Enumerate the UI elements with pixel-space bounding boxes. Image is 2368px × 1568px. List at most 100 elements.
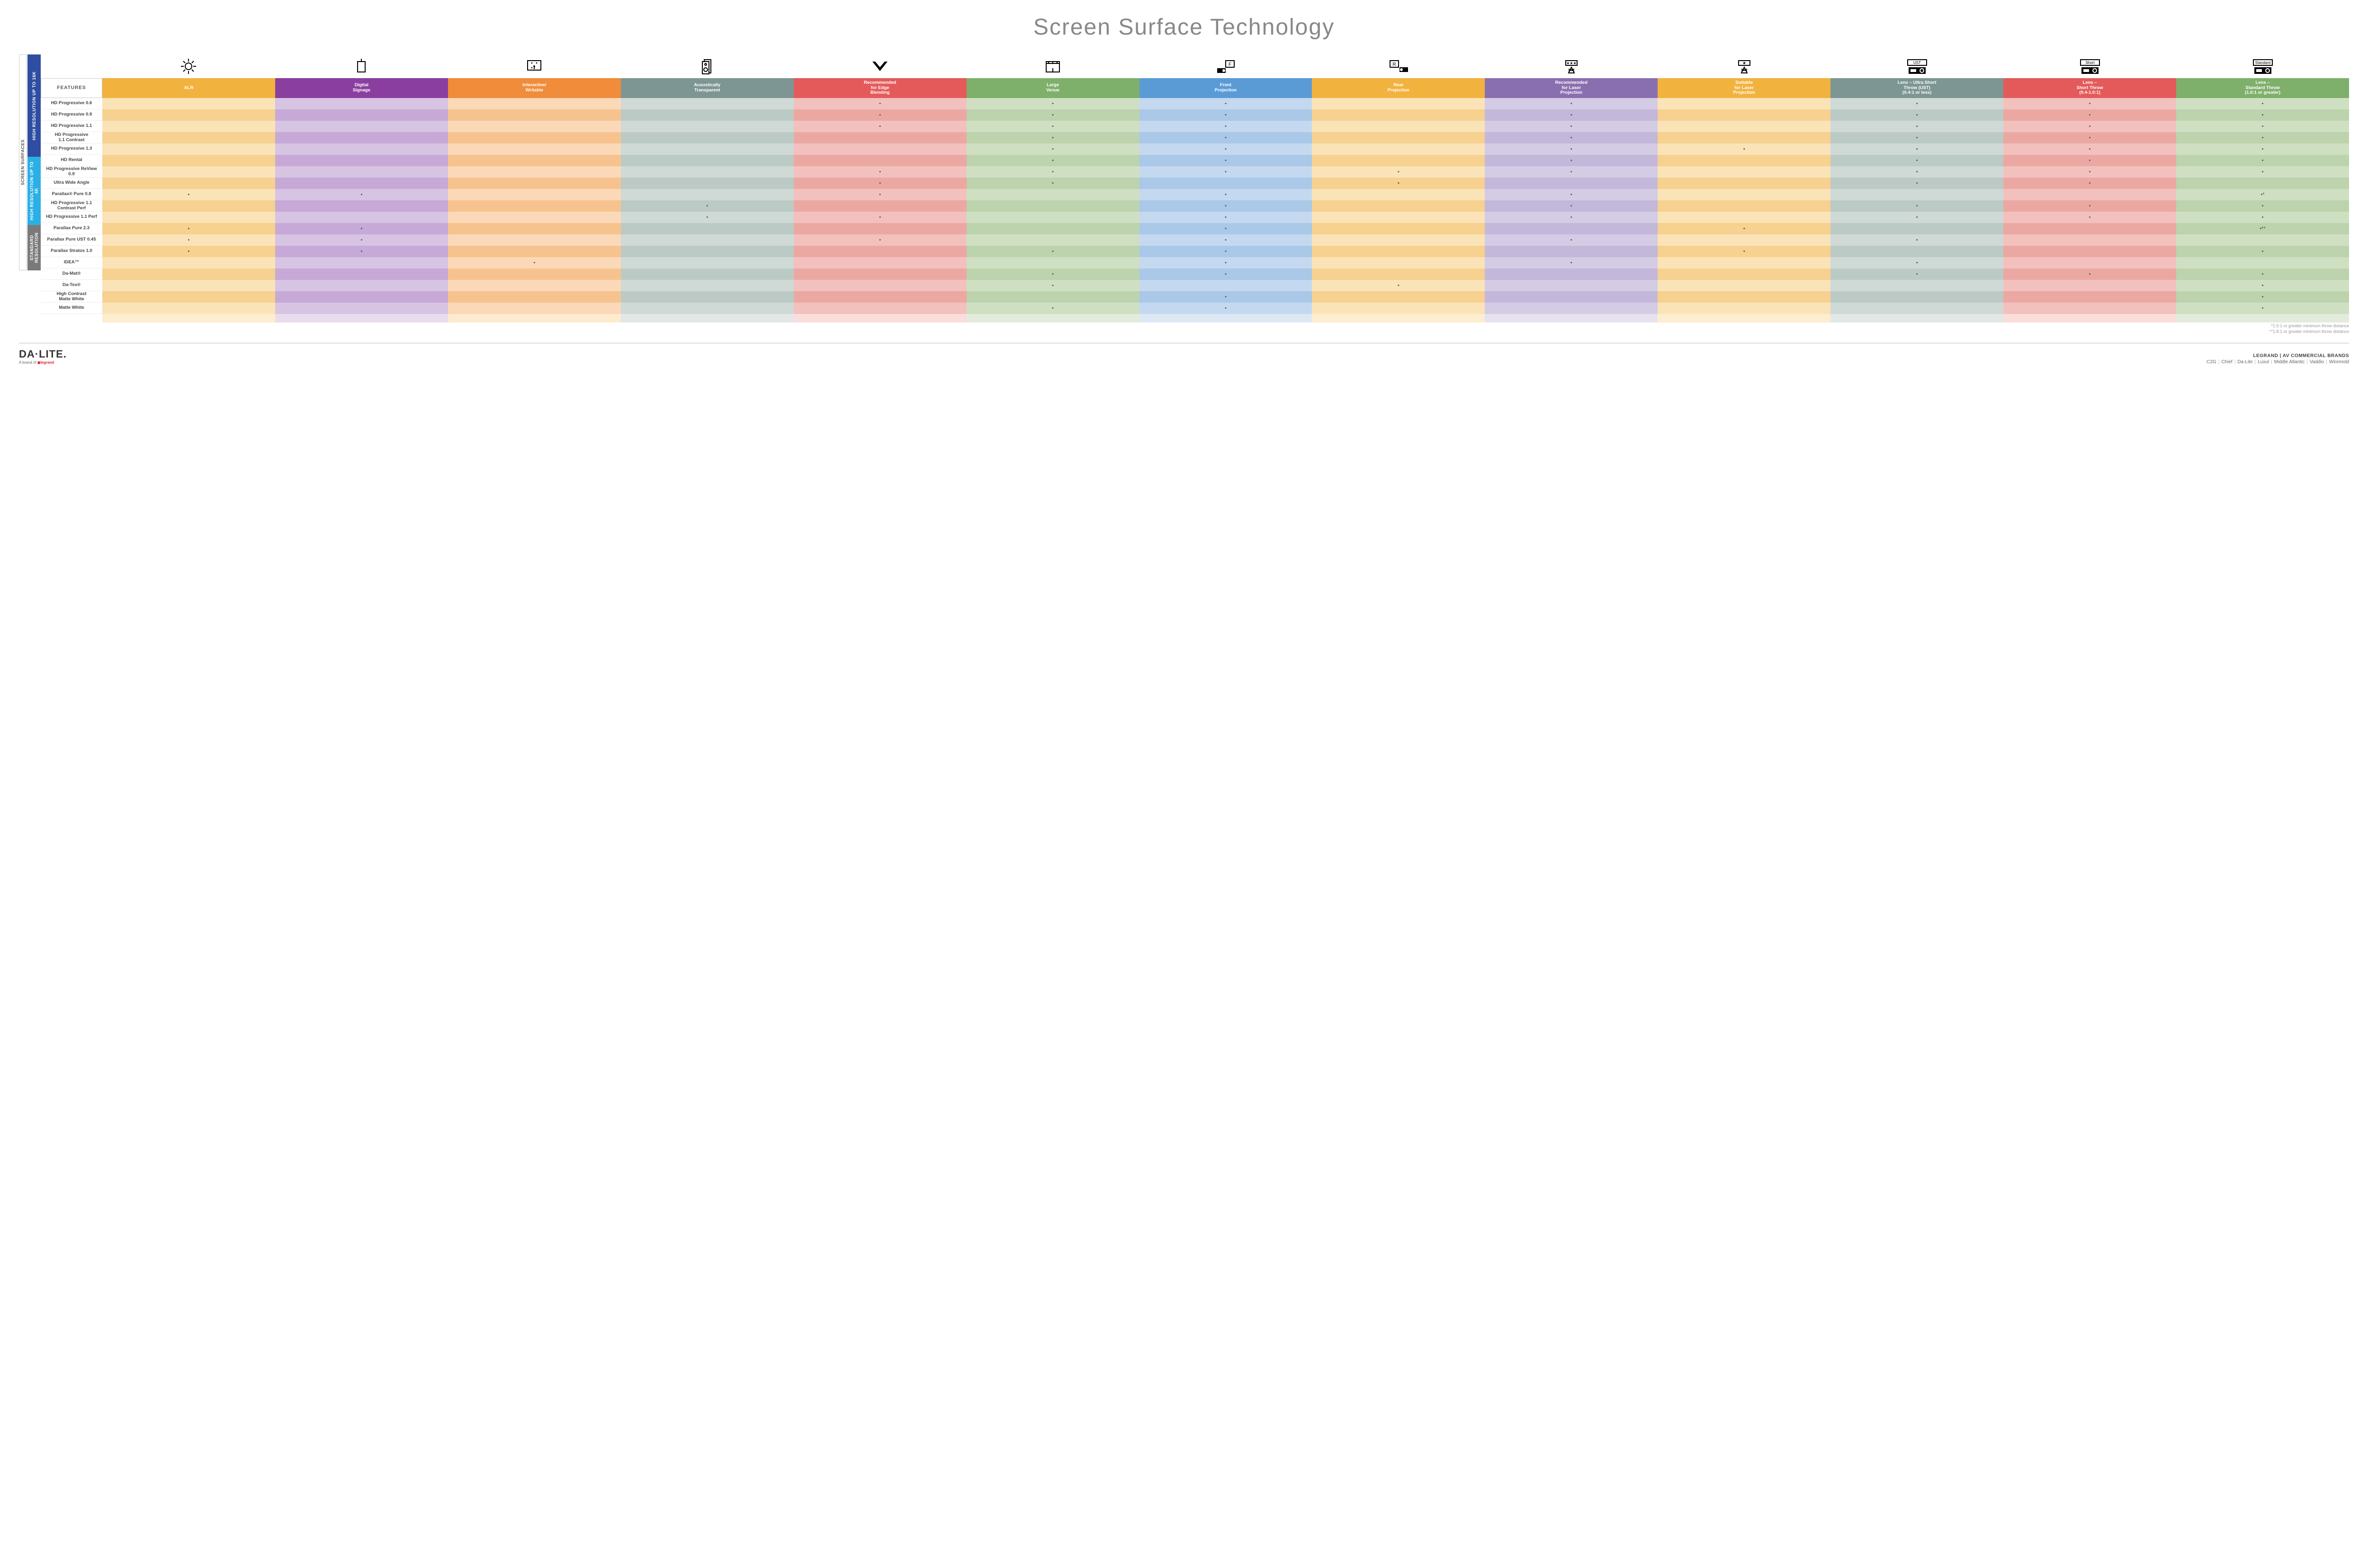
feature-cell (1312, 291, 1485, 303)
footer-cell (1485, 314, 1658, 323)
column-icon-front: F (1139, 54, 1312, 78)
feature-grid: FR★★★★USTShortStandardFEATURESALRDigital… (41, 54, 2349, 323)
feature-cell (621, 246, 794, 257)
brand-item: Vaddio (2310, 359, 2324, 365)
feature-cell (621, 269, 794, 280)
feature-cell: • (2176, 246, 2349, 257)
feature-cell (1658, 155, 1830, 166)
feature-cell (1485, 223, 1658, 234)
feature-cell: • (1830, 234, 2003, 246)
feature-cell: • (1485, 155, 1658, 166)
feature-cell (2176, 234, 2349, 246)
feature-cell: • (794, 178, 967, 189)
feature-cell (275, 155, 448, 166)
side-label-group: HIGH RESOLUTION UP TO 4K (27, 157, 41, 225)
feature-cell (102, 291, 275, 303)
feature-cell (1830, 223, 2003, 234)
column-icon-rear: R (1312, 54, 1485, 78)
footnote-1: *1.5:1 or greater minimum throw distance (19, 323, 2349, 329)
feature-cell: • (967, 143, 1139, 155)
feature-cell (1485, 291, 1658, 303)
feature-cell (448, 291, 621, 303)
column-header: Lens –Short Throw(0.4-1.0:1) (2003, 78, 2176, 98)
logo: DA·LITE. (19, 348, 67, 360)
brand-item: Middle Atlantic (2274, 359, 2305, 365)
brand-item: Da-Lite (2237, 359, 2252, 365)
feature-cell: • (2176, 200, 2349, 212)
feature-cell (1312, 121, 1485, 132)
brands-list: C2G|Chief|Da-Lite|Luxul|Middle Atlantic|… (2207, 359, 2349, 365)
feature-cell (1485, 269, 1658, 280)
feature-cell (448, 143, 621, 155)
chart: SCREEN SURFACESHIGH RESOLUTION UP TO 16K… (19, 54, 2349, 323)
feature-cell (1658, 98, 1830, 109)
feature-cell: • (794, 109, 967, 121)
feature-cell (967, 189, 1139, 200)
feature-cell (102, 166, 275, 178)
feature-cell (1139, 178, 1312, 189)
feature-cell (448, 212, 621, 223)
feature-cell: • (967, 269, 1139, 280)
feature-cell: • (794, 166, 967, 178)
feature-cell (1485, 178, 1658, 189)
footnotes: *1.5:1 or greater minimum throw distance… (19, 323, 2349, 334)
feature-cell: • (1139, 132, 1312, 143)
feature-cell (621, 189, 794, 200)
feature-cell: • (2003, 212, 2176, 223)
feature-cell: • (1139, 257, 1312, 269)
column-header: FrontProjection (1139, 78, 1312, 98)
row-label: HD Progressive ReView 0.9 (41, 166, 102, 178)
column-header: ALR (102, 78, 275, 98)
feature-cell: • (2003, 269, 2176, 280)
feature-cell (621, 280, 794, 291)
feature-cell (1312, 132, 1485, 143)
feature-cell: • (1830, 155, 2003, 166)
feature-cell (448, 189, 621, 200)
footnote-2: **1.8:1 or greater minimum throw distanc… (19, 329, 2349, 335)
feature-cell (1658, 121, 1830, 132)
brand-item: Chief (2221, 359, 2232, 365)
feature-cell (1312, 246, 1485, 257)
feature-cell (102, 132, 275, 143)
feature-cell: • (1830, 200, 2003, 212)
row-label: Parallax Pure UST 0.45 (41, 234, 102, 246)
feature-cell (275, 212, 448, 223)
feature-cell (448, 98, 621, 109)
feature-cell: • (1830, 178, 2003, 189)
feature-cell: • (1485, 132, 1658, 143)
feature-cell (275, 143, 448, 155)
column-header: RearProjection (1312, 78, 1485, 98)
feature-cell (794, 143, 967, 155)
feature-cell: • (1485, 257, 1658, 269)
feature-cell (102, 155, 275, 166)
feature-cell (794, 257, 967, 269)
feature-cell (967, 212, 1139, 223)
feature-cell (102, 109, 275, 121)
feature-cell (621, 132, 794, 143)
feature-cell: • (2176, 166, 2349, 178)
feature-cell: • (2003, 155, 2176, 166)
column-header: LargeVenue (967, 78, 1139, 98)
column-header: Interactive/Writable (448, 78, 621, 98)
column-icon-ust: UST (1830, 54, 2003, 78)
feature-cell: • (275, 246, 448, 257)
column-header: Recommendedfor LaserProjection (1485, 78, 1658, 98)
feature-cell: • (1485, 200, 1658, 212)
feature-cell: • (2003, 178, 2176, 189)
feature-cell: • (1312, 166, 1485, 178)
feature-cell: • (1139, 121, 1312, 132)
feature-cell: • (1485, 189, 1658, 200)
svg-text:Short: Short (2085, 61, 2095, 65)
feature-cell: • (2176, 109, 2349, 121)
feature-cell (1485, 246, 1658, 257)
feature-cell: • (1485, 234, 1658, 246)
feature-cell (448, 132, 621, 143)
feature-cell (794, 291, 967, 303)
column-icon-signage (275, 54, 448, 78)
feature-cell (448, 223, 621, 234)
feature-cell (102, 200, 275, 212)
feature-cell (2003, 189, 2176, 200)
feature-cell (967, 257, 1139, 269)
feature-cell: • (967, 121, 1139, 132)
feature-cell (794, 132, 967, 143)
